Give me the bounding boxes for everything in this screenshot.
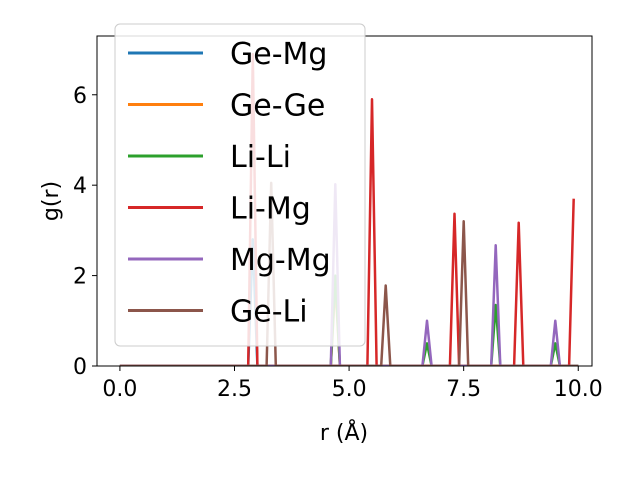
legend-label-ge-li: Ge-Li bbox=[230, 295, 308, 330]
x-tick-label: 10.0 bbox=[554, 377, 603, 402]
x-tick-label: 2.5 bbox=[217, 377, 252, 402]
y-tick-label: 0 bbox=[73, 355, 87, 380]
legend-label-mg-mg: Mg-Mg bbox=[230, 243, 331, 278]
legend-label-ge-ge: Ge-Ge bbox=[230, 89, 325, 124]
legend-label-ge-mg: Ge-Mg bbox=[230, 37, 327, 72]
legend-label-li-li: Li-Li bbox=[230, 140, 291, 175]
y-axis: 0 2 4 6 bbox=[73, 84, 97, 380]
x-tick-label: 7.5 bbox=[446, 377, 481, 402]
x-axis-label: r (Å) bbox=[320, 419, 368, 446]
x-tick-label: 0.0 bbox=[102, 377, 137, 402]
x-tick-label: 5.0 bbox=[332, 377, 367, 402]
legend: Ge-Mg Ge-Ge Li-Li Li-Mg Mg-Mg Ge-Li bbox=[114, 23, 366, 347]
legend-label-li-mg: Li-Mg bbox=[230, 192, 311, 227]
x-axis: 0.0 2.5 5.0 7.5 10.0 bbox=[102, 366, 603, 402]
y-axis-label: g(r) bbox=[39, 181, 64, 221]
y-tick-label: 6 bbox=[73, 84, 87, 109]
y-tick-label: 2 bbox=[73, 265, 87, 290]
y-tick-label: 4 bbox=[73, 174, 87, 199]
